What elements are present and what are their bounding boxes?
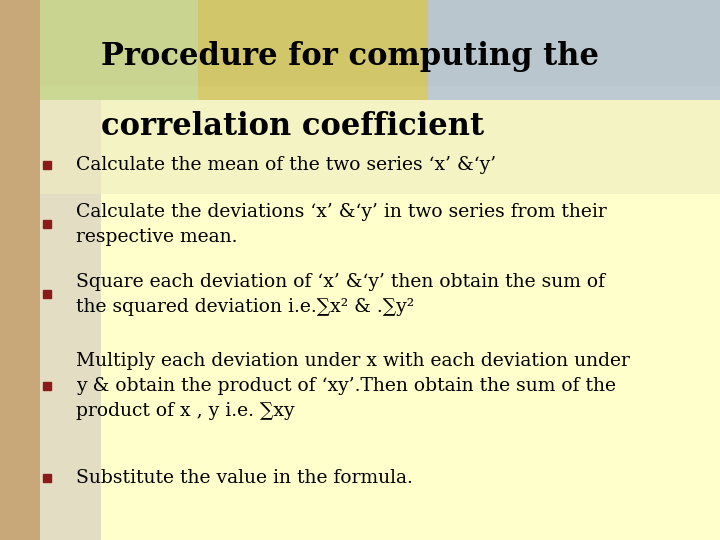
Text: Calculate the mean of the two series ‘x’ &‘y’: Calculate the mean of the two series ‘x’… <box>76 156 496 174</box>
Text: Multiply each deviation under x with each deviation under
y & obtain the product: Multiply each deviation under x with eac… <box>76 352 629 420</box>
FancyBboxPatch shape <box>40 86 720 194</box>
Text: Calculate the deviations ‘x’ &‘y’ in two series from their
respective mean.: Calculate the deviations ‘x’ &‘y’ in two… <box>76 202 606 246</box>
FancyBboxPatch shape <box>198 0 428 100</box>
FancyBboxPatch shape <box>40 0 101 540</box>
Text: Substitute the value in the formula.: Substitute the value in the formula. <box>76 469 413 487</box>
Text: correlation coefficient: correlation coefficient <box>101 111 484 143</box>
FancyBboxPatch shape <box>428 0 720 100</box>
Text: Square each deviation of ‘x’ &‘y’ then obtain the sum of
the squared deviation i: Square each deviation of ‘x’ &‘y’ then o… <box>76 273 605 316</box>
FancyBboxPatch shape <box>0 0 40 540</box>
FancyBboxPatch shape <box>40 0 198 100</box>
Text: Procedure for computing the: Procedure for computing the <box>101 41 599 72</box>
FancyBboxPatch shape <box>40 0 720 100</box>
